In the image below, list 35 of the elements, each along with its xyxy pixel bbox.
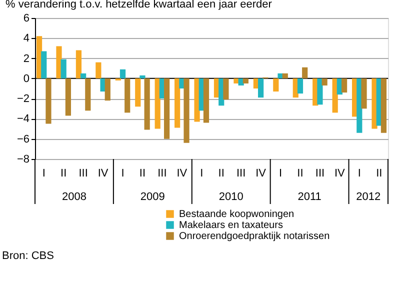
legend-label: Bestaande koopwoningen [179, 209, 294, 220]
x-tick-label: IV [256, 168, 267, 180]
x-tick-label: I [121, 168, 124, 180]
y-tick-label: 2 [23, 52, 30, 65]
y-tick-label: 6 [23, 12, 30, 24]
x-tick-label: I [278, 168, 282, 180]
x-tick-label: II [218, 168, 224, 180]
text: 2010 [218, 191, 244, 203]
text: 2012 [356, 191, 381, 203]
text: 2011 [298, 191, 322, 203]
y-tick-label: 0 [23, 72, 30, 85]
x-tick-label: IV [334, 168, 346, 180]
x-tick-label: III [78, 168, 88, 180]
legend-label: Makelaars en taxateurs [179, 220, 283, 231]
x-tick-label: II [60, 168, 67, 180]
y-tick-label: −4 [16, 113, 30, 126]
legend-label: Onroerendgoedpraktijk notarissen [179, 231, 330, 242]
x-tick-label: III [315, 168, 325, 180]
y-tick-label: −8 [16, 154, 30, 166]
y-tick-label: −6 [16, 133, 30, 146]
x-tick-label: II [139, 168, 146, 180]
text: 2009 [140, 191, 165, 203]
x-tick-label: II [297, 168, 304, 180]
x-tick-label: III [236, 168, 246, 180]
text: Bron: CBS [2, 250, 54, 262]
y-tick-label: −2 [16, 93, 30, 106]
x-tick-label: I [358, 168, 361, 180]
x-tick-label: IV [176, 168, 188, 180]
x-tick-label: I [200, 168, 204, 180]
y-tick-label: 4 [23, 32, 30, 45]
text: 2008 [62, 191, 86, 203]
x-tick-label: I [42, 168, 46, 180]
x-tick-label: II [376, 168, 382, 180]
x-tick-label: III [158, 168, 167, 180]
x-tick-label: IV [98, 168, 109, 180]
